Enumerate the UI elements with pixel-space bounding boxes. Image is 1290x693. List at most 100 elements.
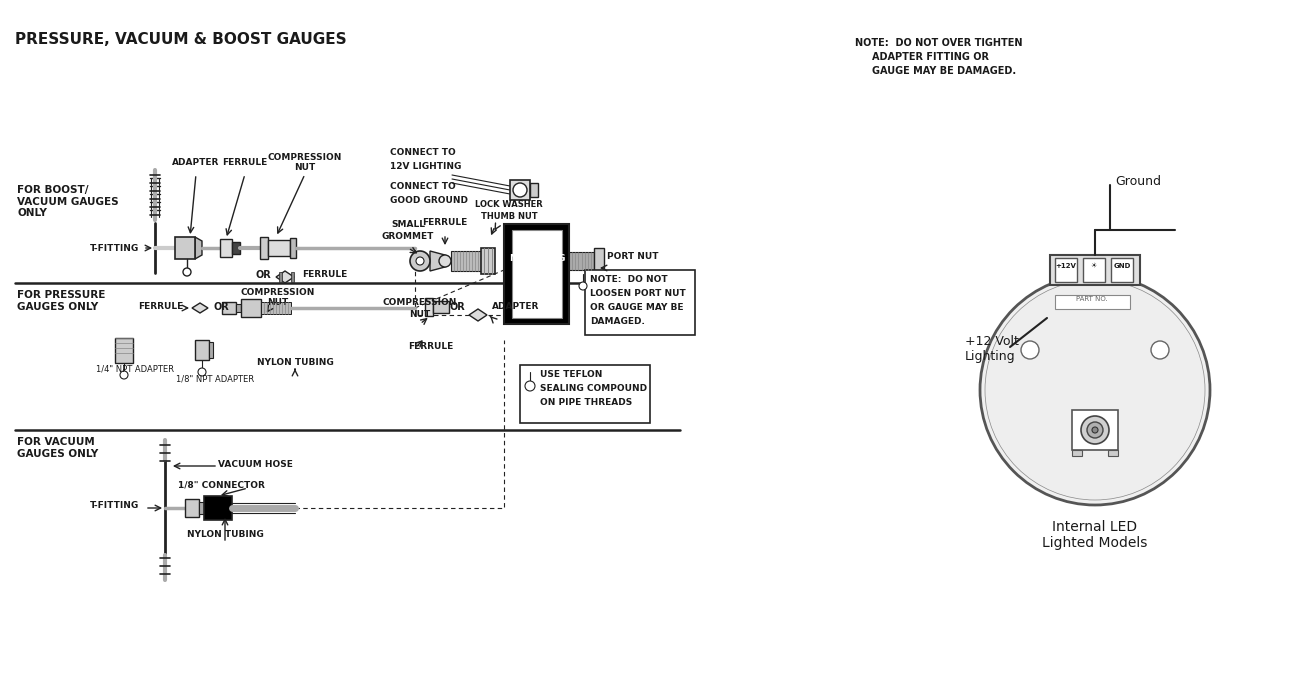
- Bar: [433, 301, 449, 313]
- Text: FERRULE: FERRULE: [302, 270, 347, 279]
- Text: PART NO.: PART NO.: [1076, 296, 1108, 302]
- Circle shape: [197, 368, 206, 376]
- Polygon shape: [192, 303, 208, 313]
- Circle shape: [1093, 427, 1098, 433]
- Text: Internal LED
Lighted Models: Internal LED Lighted Models: [1042, 520, 1148, 550]
- Bar: [292, 272, 294, 282]
- Text: 12V LIGHTING: 12V LIGHTING: [390, 162, 462, 171]
- Text: GOOD GROUND: GOOD GROUND: [390, 196, 468, 205]
- Bar: [1072, 410, 1118, 450]
- Bar: [195, 340, 209, 360]
- Text: GAUGE MAY BE DAMAGED.: GAUGE MAY BE DAMAGED.: [872, 66, 1017, 76]
- Text: OR: OR: [255, 270, 271, 280]
- Bar: [241, 299, 261, 317]
- Bar: [290, 238, 295, 258]
- Bar: [236, 304, 241, 312]
- Circle shape: [513, 183, 528, 197]
- Circle shape: [120, 371, 128, 379]
- Text: ON PIPE THREADS: ON PIPE THREADS: [541, 398, 632, 407]
- Bar: [1111, 258, 1133, 282]
- Bar: [481, 248, 495, 274]
- Bar: [593, 248, 604, 274]
- Text: 1/8" NPT ADAPTER: 1/8" NPT ADAPTER: [175, 375, 254, 384]
- Text: SEALING COMPOUND: SEALING COMPOUND: [541, 384, 648, 393]
- Polygon shape: [195, 237, 203, 259]
- Text: THUMB NUT: THUMB NUT: [481, 212, 538, 221]
- Bar: [1055, 295, 1130, 309]
- Bar: [512, 230, 562, 318]
- Text: LOCK WASHER: LOCK WASHER: [475, 200, 543, 209]
- Polygon shape: [430, 251, 445, 271]
- Bar: [504, 224, 569, 324]
- Circle shape: [1020, 341, 1038, 359]
- Text: PORT NUT: PORT NUT: [608, 252, 658, 261]
- Text: NYLON TUBING: NYLON TUBING: [257, 358, 333, 367]
- Circle shape: [986, 280, 1205, 500]
- Text: OR: OR: [214, 302, 230, 312]
- Bar: [569, 252, 593, 270]
- Circle shape: [1087, 422, 1103, 438]
- Text: T-FITTING: T-FITTING: [90, 501, 139, 510]
- Bar: [1072, 450, 1082, 456]
- Bar: [115, 338, 133, 363]
- Circle shape: [1081, 416, 1109, 444]
- Text: OR: OR: [450, 302, 466, 312]
- Bar: [268, 240, 290, 256]
- Text: FOR BOOST/
VACUUM GAUGES
ONLY: FOR BOOST/ VACUUM GAUGES ONLY: [17, 185, 119, 218]
- Text: 1/4" NPT ADAPTER: 1/4" NPT ADAPTER: [95, 365, 174, 374]
- Text: 1/8" CONNECTOR: 1/8" CONNECTOR: [178, 480, 264, 489]
- Circle shape: [1151, 341, 1169, 359]
- Text: T-FITTING: T-FITTING: [90, 244, 139, 253]
- Text: USE TEFLON: USE TEFLON: [541, 370, 602, 379]
- Bar: [204, 496, 232, 520]
- Text: NUT: NUT: [409, 310, 431, 319]
- Text: NYLON TUBING: NYLON TUBING: [187, 530, 263, 539]
- Circle shape: [525, 381, 535, 391]
- Bar: [209, 342, 213, 358]
- Circle shape: [579, 282, 587, 290]
- Text: +12 Volt
Lighting: +12 Volt Lighting: [965, 335, 1019, 363]
- Text: COMPRESSION
NUT: COMPRESSION NUT: [268, 153, 342, 173]
- Text: ADAPTER: ADAPTER: [491, 302, 539, 311]
- Text: CONNECT TO: CONNECT TO: [390, 182, 455, 191]
- Bar: [510, 180, 530, 200]
- Text: SMALL: SMALL: [391, 220, 424, 229]
- Bar: [424, 298, 433, 316]
- Text: FERRULE: FERRULE: [222, 158, 267, 167]
- Text: MOUNTING
BRACKET: MOUNTING BRACKET: [508, 254, 565, 274]
- Text: PRESSURE, VACUUM & BOOST GAUGES: PRESSURE, VACUUM & BOOST GAUGES: [15, 32, 347, 47]
- Text: LOOSEN PORT NUT: LOOSEN PORT NUT: [590, 289, 686, 298]
- Text: COMPRESSION: COMPRESSION: [383, 298, 457, 307]
- Text: DAMAGED.: DAMAGED.: [590, 317, 645, 326]
- Circle shape: [980, 275, 1210, 505]
- Text: FOR VACUUM
GAUGES ONLY: FOR VACUUM GAUGES ONLY: [17, 437, 98, 459]
- Bar: [221, 239, 232, 257]
- Text: +12V: +12V: [1055, 263, 1076, 269]
- Bar: [175, 237, 195, 259]
- Text: Ground: Ground: [1115, 175, 1161, 188]
- Bar: [261, 237, 268, 259]
- Bar: [1084, 258, 1106, 282]
- Text: FERRULE: FERRULE: [408, 342, 453, 351]
- Bar: [261, 302, 292, 314]
- Text: VACUUM HOSE: VACUUM HOSE: [218, 460, 293, 469]
- Bar: [279, 272, 283, 282]
- Circle shape: [183, 268, 191, 276]
- Text: NOTE:  DO NOT: NOTE: DO NOT: [590, 275, 668, 284]
- Circle shape: [410, 251, 430, 271]
- Bar: [184, 499, 199, 517]
- Circle shape: [439, 255, 451, 267]
- Text: COMPRESSION
NUT: COMPRESSION NUT: [241, 288, 315, 308]
- Text: CONNECT TO: CONNECT TO: [390, 148, 455, 157]
- Bar: [584, 270, 695, 335]
- Bar: [530, 183, 538, 197]
- Text: OR GAUGE MAY BE: OR GAUGE MAY BE: [590, 303, 684, 312]
- Polygon shape: [470, 309, 488, 321]
- Text: NOTE:  DO NOT OVER TIGHTEN: NOTE: DO NOT OVER TIGHTEN: [855, 38, 1023, 48]
- Text: FERRULE: FERRULE: [138, 302, 183, 311]
- Text: GROMMET: GROMMET: [382, 232, 435, 241]
- Bar: [1050, 255, 1140, 285]
- Text: ADAPTER FITTING OR: ADAPTER FITTING OR: [872, 52, 989, 62]
- Bar: [232, 242, 240, 254]
- Bar: [451, 251, 481, 271]
